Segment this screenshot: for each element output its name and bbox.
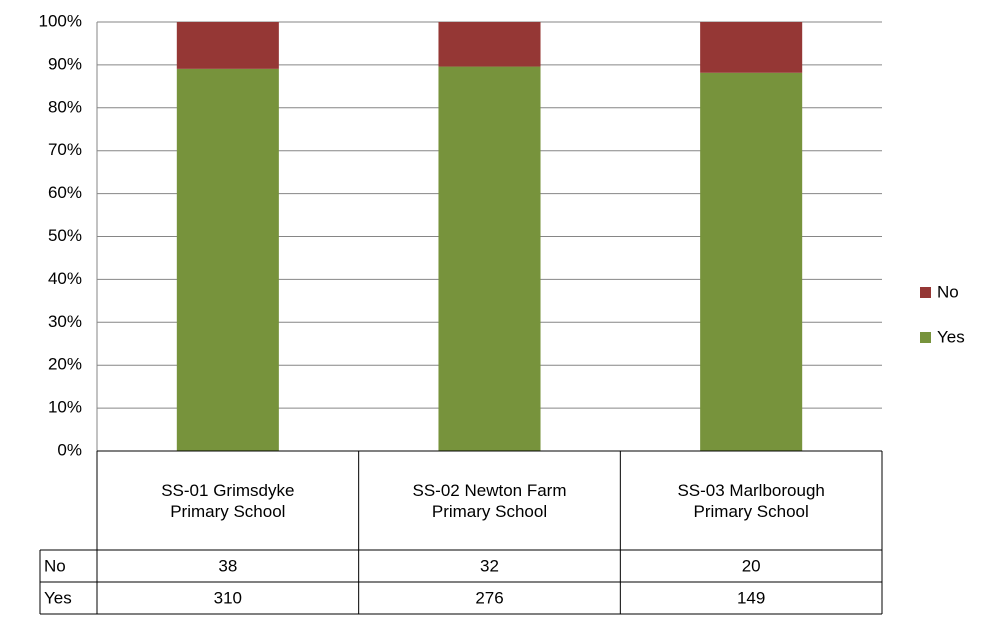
bar-segment [438, 66, 541, 452]
table-row-label: No [44, 556, 66, 575]
legend-swatch [920, 287, 931, 298]
y-tick-label: 50% [48, 226, 82, 245]
y-tick-label: 10% [48, 398, 82, 417]
table-value: 310 [214, 588, 242, 607]
bar-segment [176, 68, 279, 452]
y-tick-label: 30% [48, 312, 82, 331]
table-value: 276 [475, 588, 503, 607]
legend-label: Yes [937, 327, 965, 346]
legend-swatch [920, 332, 931, 343]
table-value: 32 [480, 556, 499, 575]
bar-segment [176, 22, 279, 69]
table-row-label: Yes [44, 588, 72, 607]
table-value: 20 [742, 556, 761, 575]
y-tick-label: 90% [48, 54, 82, 73]
legend-label: No [937, 282, 959, 301]
y-tick-label: 80% [48, 97, 82, 116]
y-tick-label: 20% [48, 355, 82, 374]
bar-segment [700, 72, 803, 452]
x-tick-label: SS-03 Marlborough Primary School [677, 480, 825, 521]
x-tick-label: SS-02 Newton Farm Primary School [412, 480, 567, 521]
y-tick-label: 60% [48, 183, 82, 202]
y-tick-label: 100% [39, 11, 82, 30]
table-value: 38 [218, 556, 237, 575]
y-tick-label: 0% [57, 440, 82, 459]
y-tick-label: 70% [48, 140, 82, 159]
bar-segment [438, 22, 541, 67]
bar-segment [700, 22, 803, 73]
table-value: 149 [737, 588, 765, 607]
x-tick-label: SS-01 Grimsdyke Primary School [161, 480, 295, 521]
y-tick-label: 40% [48, 269, 82, 288]
